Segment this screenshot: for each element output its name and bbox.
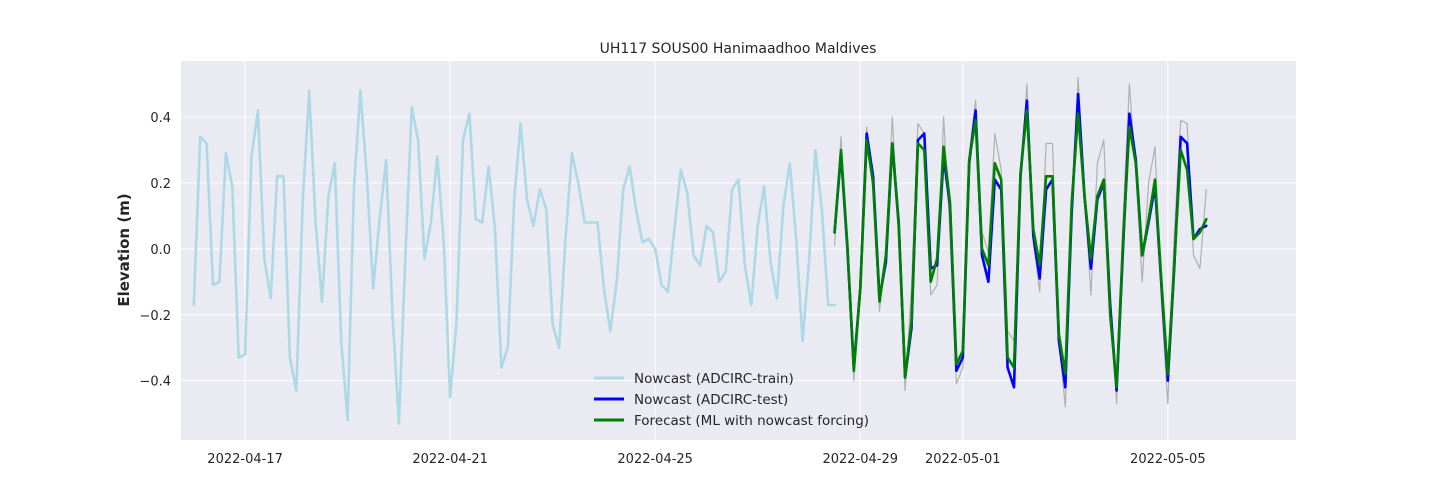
x-tick-label: 2022-05-05 [1130, 452, 1206, 467]
axis-ticks: −0.4 −0.2 0.0 0.2 0.4 2022-04-17 2022-04-21 202… [139, 111, 1205, 467]
series-line-nowcast-adcirc-train [192, 89, 836, 425]
y-tick-label: 0.2 [150, 177, 171, 192]
y-axis-label: Elevation (m) [115, 193, 133, 306]
x-tick-label: 2022-04-29 [822, 452, 898, 467]
legend-label: Forecast (ML with nowcast forcing) [634, 413, 869, 429]
x-tick-label: 2022-04-17 [207, 452, 283, 467]
y-tick-label: 0.4 [150, 111, 171, 126]
y-tick-label: −0.4 [139, 375, 171, 390]
x-tick-label: 2022-04-21 [412, 452, 488, 467]
y-tick-label: 0.0 [150, 243, 171, 258]
plot-area [181, 61, 1296, 440]
x-tick-label: 2022-05-01 [925, 452, 1001, 467]
series-line-forecast-ml-with-nowcast-forcing [833, 109, 1208, 389]
series-group [192, 76, 1208, 425]
chart-title: UH117 SOUS00 Hanimaadhoo Maldives [600, 41, 877, 57]
legend-label: Nowcast (ADCIRC-train) [634, 371, 794, 387]
legend: Nowcast (ADCIRC-train) Nowcast (ADCIRC-te… [594, 371, 869, 429]
x-tick-label: 2022-04-25 [617, 452, 693, 467]
y-tick-label: −0.2 [139, 309, 171, 324]
legend-label: Nowcast (ADCIRC-test) [634, 392, 788, 408]
